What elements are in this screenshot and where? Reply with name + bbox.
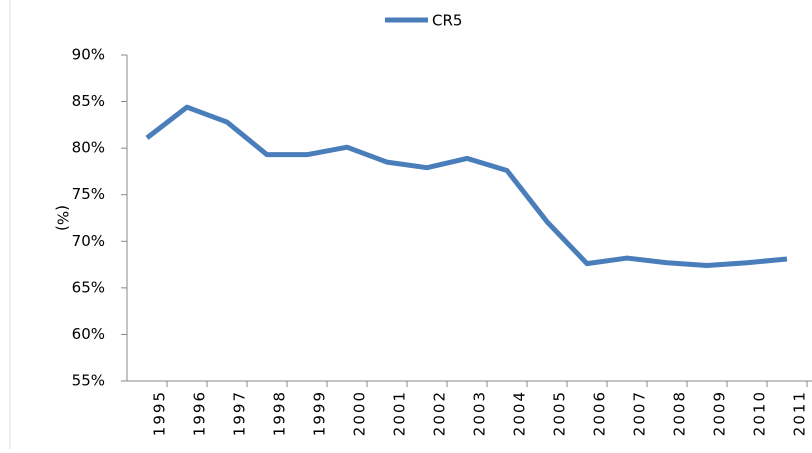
line-series xyxy=(145,104,788,269)
x-tick-label: 2002 xyxy=(431,390,449,436)
y-tick-label: 55% xyxy=(72,372,105,390)
x-tick-label: 1997 xyxy=(231,390,249,436)
y-tick-label: 85% xyxy=(72,92,105,110)
x-tick-label: 2006 xyxy=(591,390,609,436)
x-tick-label: 2004 xyxy=(511,390,529,436)
y-tick-label: 75% xyxy=(72,185,105,203)
x-tick-label: 2000 xyxy=(351,390,369,436)
x-tick-label: 2010 xyxy=(751,390,769,436)
x-tick-label: 2003 xyxy=(471,390,489,436)
legend-label: CR5 xyxy=(432,12,462,30)
x-tick-label: 1999 xyxy=(311,390,329,436)
x-tick-label: 1995 xyxy=(151,390,169,436)
x-tick-label: 2008 xyxy=(671,390,689,436)
y-tick-label: 70% xyxy=(72,232,105,250)
y-tick-label: 65% xyxy=(72,278,105,296)
x-tick-label: 2001 xyxy=(391,390,409,436)
x-tick-label: 2007 xyxy=(631,390,649,436)
y-tick-label: 80% xyxy=(72,139,105,157)
x-tick-label: 2011 xyxy=(791,390,809,436)
y-tick-label: 60% xyxy=(72,325,105,343)
x-tick-label: 2005 xyxy=(551,390,569,436)
y-axis-label: (%) xyxy=(54,205,72,231)
x-tick-label: 2009 xyxy=(711,390,729,436)
y-tick-label: 90% xyxy=(72,46,105,64)
x-tick-label: 1996 xyxy=(191,390,209,436)
x-tick-label: 1998 xyxy=(271,390,289,436)
